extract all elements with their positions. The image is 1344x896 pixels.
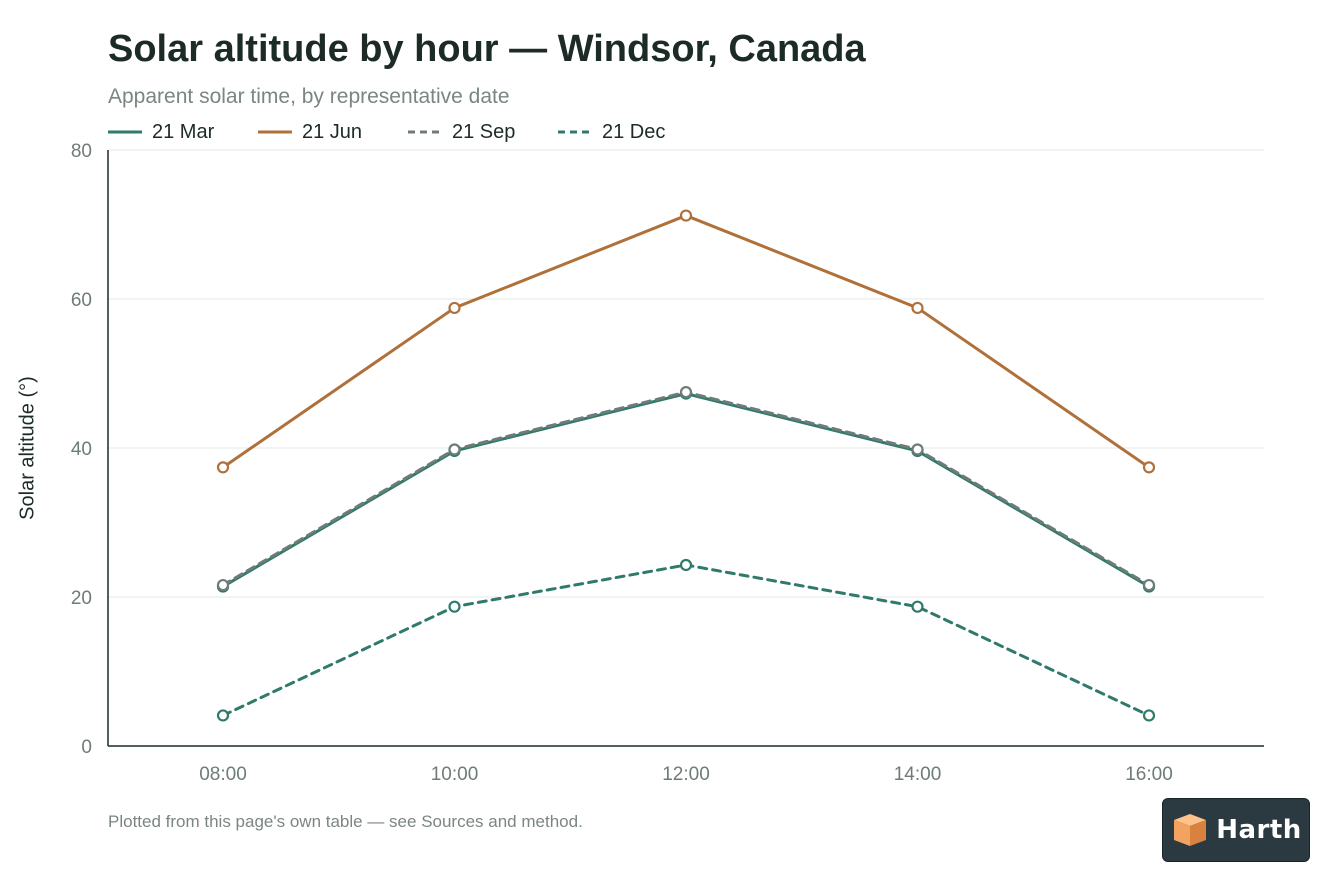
y-tick-label: 20 — [71, 588, 92, 609]
legend-item: 21 Jun — [258, 121, 408, 144]
x-tick-label: 12:00 — [662, 764, 710, 785]
legend-label: 21 Mar — [152, 120, 215, 143]
legend-item: 21 Dec — [558, 121, 708, 144]
data-point — [216, 461, 230, 474]
y-tick-label: 60 — [71, 290, 92, 311]
series-line — [221, 392, 1151, 589]
data-point — [216, 578, 230, 592]
logo-text: Harth — [1216, 815, 1302, 845]
data-point — [1142, 461, 1156, 474]
data-point — [911, 600, 924, 613]
data-point — [679, 386, 693, 399]
legend-label: 21 Sep — [452, 120, 516, 143]
legend-swatch — [408, 130, 442, 134]
chart-legend: 21 Mar 21 Jun 21 Sep 21 Dec — [108, 119, 708, 145]
data-point — [216, 709, 230, 722]
legend-label: 21 Jun — [302, 120, 363, 143]
footnote: Plotted from this page's own table — see… — [108, 812, 583, 831]
y-tick-label: 40 — [71, 439, 92, 460]
legend-swatch — [558, 130, 592, 134]
chart-subtitle: Apparent solar time, by representative d… — [108, 85, 510, 108]
legend-swatch — [258, 130, 292, 134]
y-tick-label: 0 — [81, 737, 92, 758]
data-point — [448, 600, 461, 613]
legend-label: 21 Dec — [602, 120, 666, 143]
data-point — [911, 301, 924, 315]
data-point — [1142, 578, 1156, 592]
brand-logo[interactable]: Harth — [1162, 798, 1310, 862]
data-point — [679, 209, 693, 222]
y-tick-label: 80 — [71, 141, 92, 162]
data-point — [448, 301, 461, 315]
legend-item: 21 Mar — [108, 121, 258, 144]
series-line — [221, 214, 1151, 469]
data-point — [1142, 709, 1156, 722]
x-tick-label: 10:00 — [431, 764, 479, 785]
series-line — [221, 563, 1151, 717]
series-line — [221, 390, 1151, 587]
data-point — [911, 443, 924, 456]
x-tick-label: 08:00 — [199, 764, 247, 785]
x-tick-label: 14:00 — [894, 764, 942, 785]
data-point — [679, 558, 693, 572]
legend-item: 21 Sep — [408, 121, 558, 144]
x-tick-label: 16:00 — [1125, 764, 1173, 785]
legend-swatch — [108, 130, 142, 134]
data-point — [448, 443, 461, 456]
cube-icon — [1174, 814, 1207, 846]
chart-title: Solar altitude by hour — Windsor, Canada — [108, 28, 866, 70]
